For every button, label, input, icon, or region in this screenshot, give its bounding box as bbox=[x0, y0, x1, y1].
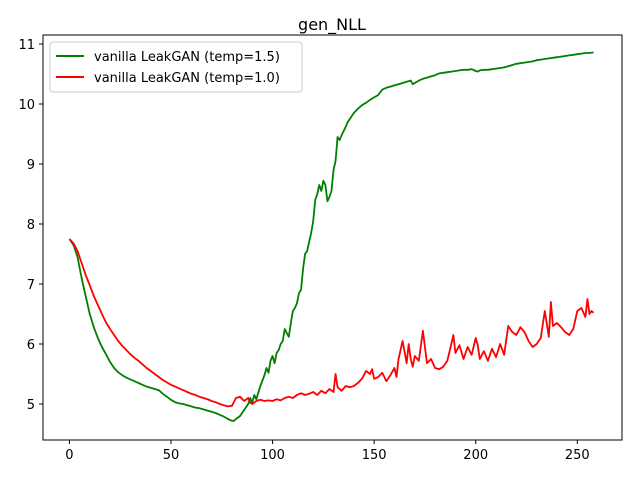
x-tick-label: 200 bbox=[463, 448, 488, 463]
x-tick-label: 100 bbox=[260, 448, 285, 463]
y-tick-label: 5 bbox=[27, 398, 35, 413]
series-layer bbox=[68, 51, 595, 422]
plot-frame bbox=[42, 34, 623, 441]
legend: vanilla LeakGAN (temp=1.5) vanilla LeakG… bbox=[49, 41, 303, 93]
series-line-1 bbox=[68, 51, 594, 422]
y-tick-label: 6 bbox=[27, 338, 35, 353]
x-axis: 0 50 100 150 200 250 bbox=[65, 440, 590, 463]
series-line-2 bbox=[68, 238, 595, 408]
x-tick-label: 0 bbox=[65, 448, 73, 463]
y-tick-label: 9 bbox=[27, 158, 35, 173]
chart-title: gen_NLL bbox=[298, 15, 366, 35]
y-tick-label: 8 bbox=[27, 218, 35, 233]
x-tick-label: 50 bbox=[163, 448, 180, 463]
y-tick-label: 7 bbox=[27, 278, 35, 293]
y-tick-label: 11 bbox=[18, 38, 35, 53]
y-axis: 5 6 7 8 9 10 11 bbox=[18, 38, 43, 413]
legend-label-series-2: vanilla LeakGAN (temp=1.0) bbox=[94, 71, 280, 86]
x-tick-label: 150 bbox=[362, 448, 387, 463]
legend-label-series-1: vanilla LeakGAN (temp=1.5) bbox=[94, 50, 280, 65]
y-tick-label: 10 bbox=[18, 98, 35, 113]
x-tick-label: 250 bbox=[565, 448, 590, 463]
legend-box bbox=[49, 41, 303, 93]
